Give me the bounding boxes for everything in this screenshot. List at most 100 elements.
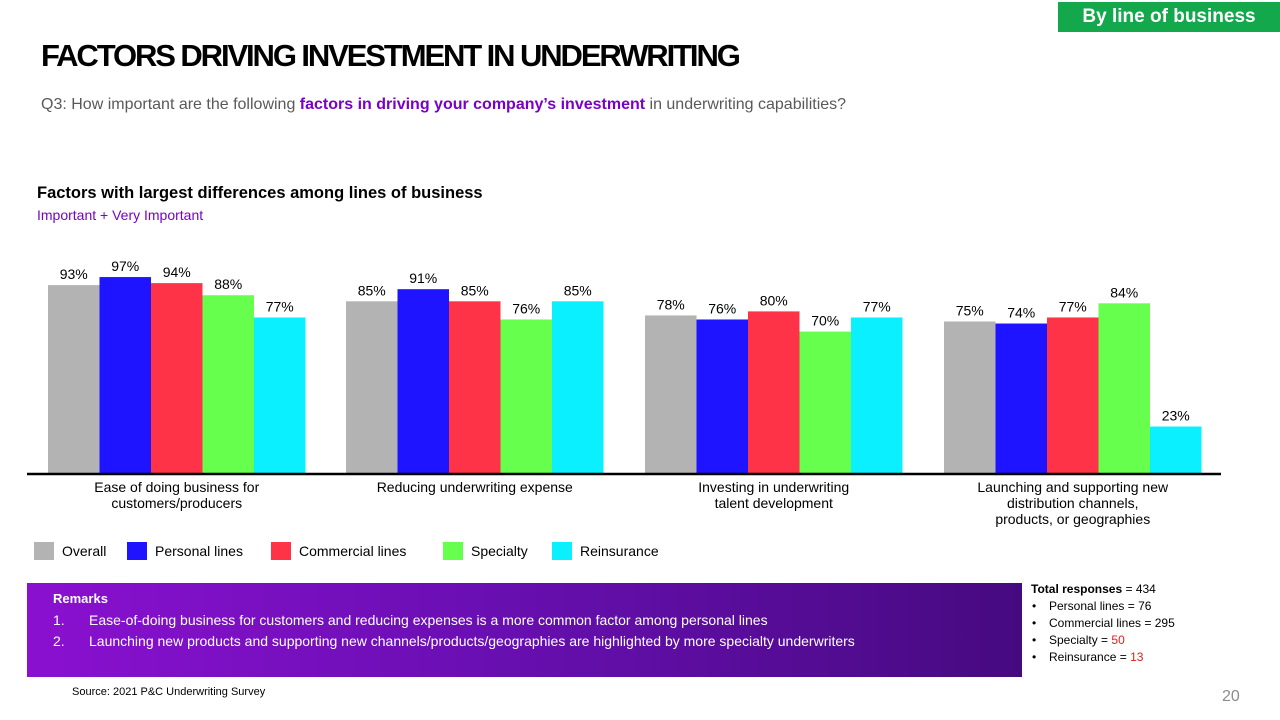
- bar-commercial-lines-1: [151, 283, 203, 473]
- legend-swatch: [552, 542, 572, 560]
- legend-item-specialty: Specialty: [443, 542, 528, 560]
- category-label-line: Investing in underwriting: [698, 479, 850, 495]
- category-label-3: Investing in underwriting talent developm…: [644, 479, 904, 511]
- category-label-line: Ease of doing business for: [94, 479, 260, 495]
- legend-label: Commercial lines: [299, 543, 407, 559]
- responses-eq: =: [1141, 616, 1155, 630]
- bar-personal-lines-4: [995, 323, 1047, 473]
- remark-number: 1.: [53, 612, 65, 628]
- category-label-4: Launching and supporting new distribution…: [943, 479, 1203, 527]
- remark-number: 2.: [53, 633, 65, 649]
- data-label-personal-lines-3: 76%: [708, 300, 736, 316]
- responses-reinsurance: Reinsurance = 13: [1031, 649, 1175, 666]
- bar-personal-lines-2: [397, 289, 449, 473]
- responses-count: 295: [1154, 616, 1175, 630]
- bar-commercial-lines-4: [1047, 317, 1099, 473]
- remark-item: 2. Launching new products and supporting…: [53, 631, 1022, 652]
- bar-reinsurance-4: [1150, 426, 1202, 473]
- bar-reinsurance-2: [552, 301, 604, 473]
- page-title: FACTORS DRIVING INVESTMENT IN UNDERWRITI…: [41, 38, 741, 73]
- bar-overall-4: [944, 321, 996, 473]
- responses-personal-lines: Personal lines = 76: [1031, 598, 1175, 615]
- category-label-line: products, or geographies: [995, 511, 1151, 527]
- legend-item-commercial-lines: Commercial lines: [271, 542, 406, 560]
- total-responses-value: = 434: [1122, 582, 1156, 596]
- data-label-specialty-1: 88%: [214, 276, 242, 292]
- bar-personal-lines-3: [696, 319, 748, 473]
- bar-overall-1: [48, 285, 100, 473]
- responses-count: 50: [1111, 633, 1125, 647]
- category-label-line: talent development: [714, 495, 833, 511]
- total-responses: Total responses = 434 Personal lines = 7…: [1031, 581, 1175, 666]
- bar-chart: 93% 97% 94% 88% 77% 85% 91% 85% 76% 85% 78% 76% 80% 7…: [27, 258, 1221, 476]
- data-label-specialty-4: 84%: [1110, 284, 1138, 300]
- bar-commercial-lines-2: [449, 301, 501, 473]
- chart-title: Factors with largest differences among l…: [37, 184, 483, 202]
- legend-item-reinsurance: Reinsurance: [552, 542, 659, 560]
- data-label-overall-2: 85%: [358, 282, 386, 298]
- responses-label: Commercial lines: [1049, 616, 1142, 630]
- bar-reinsurance-3: [851, 317, 903, 473]
- responses-label: Personal lines: [1049, 599, 1125, 613]
- legend-label: Reinsurance: [580, 543, 659, 559]
- legend-label: Personal lines: [155, 543, 243, 559]
- bar-specialty-4: [1098, 303, 1150, 473]
- legend-label: Specialty: [471, 543, 528, 559]
- data-label-commercial-lines-4: 77%: [1059, 298, 1087, 314]
- data-label-personal-lines-2: 91%: [409, 270, 437, 286]
- legend-swatch: [271, 542, 291, 560]
- responses-eq: =: [1116, 650, 1131, 664]
- data-label-overall-3: 78%: [657, 296, 685, 312]
- total-responses-line: Total responses = 434: [1031, 581, 1175, 598]
- legend-swatch: [443, 542, 463, 560]
- line-of-business-badge: By line of business: [1058, 2, 1280, 32]
- legend-swatch: [127, 542, 147, 560]
- category-label-line: Reducing underwriting expense: [376, 479, 573, 495]
- data-label-personal-lines-1: 97%: [111, 258, 139, 274]
- legend-item-overall: Overall: [34, 542, 106, 560]
- category-label-2: Reducing underwriting expense: [345, 479, 605, 495]
- remark-text: Launching new products and supporting ne…: [89, 633, 855, 649]
- legend-label: Overall: [62, 543, 107, 559]
- data-label-overall-1: 93%: [60, 266, 88, 282]
- bar-specialty-2: [500, 319, 552, 473]
- bar-reinsurance-1: [254, 317, 306, 473]
- remarks-title: Remarks: [53, 591, 108, 606]
- data-label-commercial-lines-3: 80%: [760, 292, 788, 308]
- page-number: 20: [1222, 688, 1240, 705]
- responses-eq: =: [1124, 599, 1139, 613]
- data-label-specialty-2: 76%: [512, 300, 540, 316]
- bar-personal-lines-1: [99, 277, 151, 473]
- data-label-personal-lines-4: 74%: [1007, 305, 1035, 321]
- total-responses-label: Total responses: [1031, 582, 1123, 596]
- legend-item-personal-lines: Personal lines: [127, 542, 243, 560]
- remark-item: 1. Ease-of-doing business for customers …: [53, 610, 1022, 631]
- responses-eq: =: [1097, 633, 1112, 647]
- legend-swatch: [34, 542, 54, 560]
- question-suffix: in underwriting capabilities?: [645, 96, 847, 113]
- data-label-reinsurance-2: 85%: [564, 282, 592, 298]
- bar-overall-2: [346, 301, 398, 473]
- remarks-panel: Remarks 1. Ease-of-doing business for cu…: [27, 583, 1022, 677]
- category-label-line: distribution channels,: [1006, 495, 1139, 511]
- category-label-1: Ease of doing business for customers/prod…: [47, 479, 307, 511]
- chart-subtitle: Important + Very Important: [37, 207, 204, 223]
- responses-by-line: Personal lines = 76 Commercial lines = 2…: [1031, 598, 1175, 666]
- data-label-commercial-lines-2: 85%: [461, 282, 489, 298]
- bar-overall-3: [645, 315, 697, 473]
- survey-question: Q3: How important are the following fact…: [41, 96, 846, 114]
- responses-label: Reinsurance: [1049, 650, 1117, 664]
- category-label-line: Launching and supporting new: [977, 479, 1169, 495]
- remark-text: Ease-of-doing business for customers and…: [89, 612, 768, 628]
- data-label-overall-4: 75%: [956, 303, 984, 319]
- bar-specialty-1: [202, 295, 254, 473]
- data-label-reinsurance-1: 77%: [266, 298, 294, 314]
- responses-count: 76: [1138, 599, 1152, 613]
- data-label-reinsurance-4: 23%: [1162, 408, 1190, 424]
- question-highlight: factors in driving your company’s invest…: [299, 96, 646, 113]
- bar-specialty-3: [799, 331, 851, 473]
- category-label-line: customers/producers: [111, 495, 243, 511]
- source-note: Source: 2021 P&C Underwriting Survey: [72, 686, 266, 698]
- data-label-commercial-lines-1: 94%: [163, 264, 191, 280]
- responses-specialty: Specialty = 50: [1031, 632, 1175, 649]
